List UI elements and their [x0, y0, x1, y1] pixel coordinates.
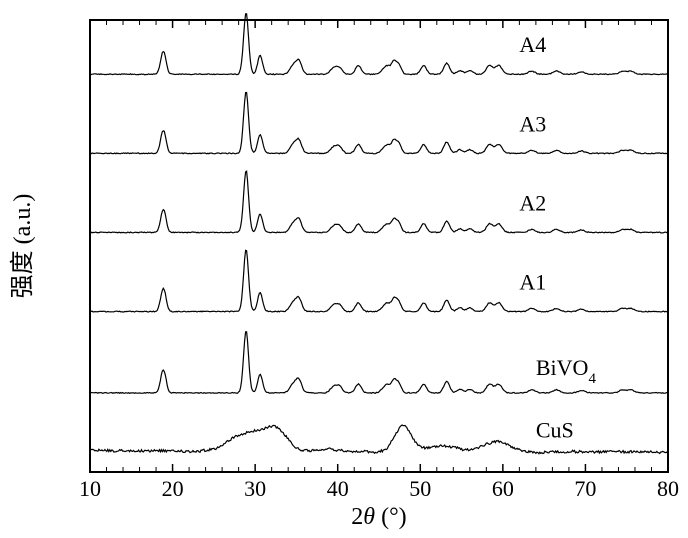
- series-label-a3: A3: [519, 111, 546, 136]
- xrd-chart: 10 20 30 40 50 60 70 80 2θ (°) 强度 (a.u.) CuS BiVO4 A…: [0, 0, 688, 538]
- xrd-trace-cus: [90, 425, 668, 454]
- x-axis-label: 2θ (°): [351, 504, 406, 530]
- series-label-bivo4: BiVO4: [536, 355, 597, 387]
- xtick-label: 60: [492, 476, 514, 501]
- xtick-label: 80: [657, 476, 679, 501]
- xrd-trace-a2: [90, 171, 668, 233]
- series-label-a1: A1: [519, 270, 546, 295]
- series-label-a2: A2: [519, 190, 546, 215]
- xtick-label: 50: [409, 476, 431, 501]
- xrd-trace-a4: [90, 14, 668, 75]
- xtick-label: 20: [162, 476, 184, 501]
- series-label-a4: A4: [519, 32, 546, 57]
- chart-svg: 10 20 30 40 50 60 70 80 2θ (°) 强度 (a.u.) CuS BiVO4 A…: [0, 0, 688, 538]
- xrd-trace-a3: [90, 93, 668, 154]
- xtick-label: 10: [79, 476, 101, 501]
- xtick-label: 40: [327, 476, 349, 501]
- y-axis-label: 强度 (a.u.): [9, 194, 36, 299]
- xtick-label: 70: [574, 476, 596, 501]
- plot-frame: [90, 20, 668, 472]
- xrd-trace-a1: [90, 250, 668, 312]
- series-label-cus: CuS: [536, 418, 574, 443]
- xtick-label: 30: [244, 476, 266, 501]
